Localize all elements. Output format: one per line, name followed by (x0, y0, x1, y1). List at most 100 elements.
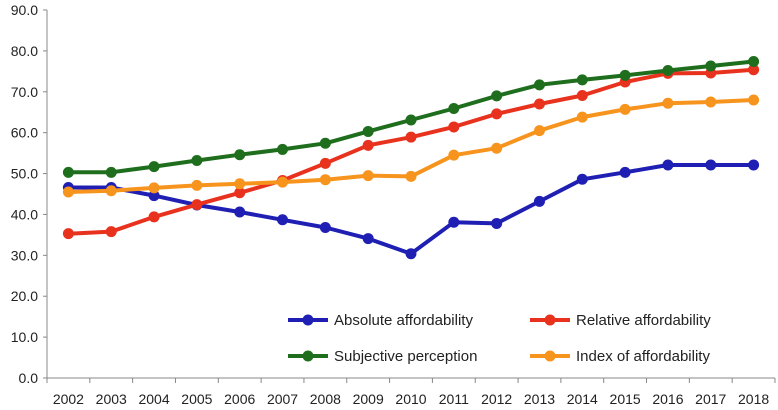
legend: Absolute affordability Relative affordabi… (288, 312, 711, 365)
y-tick-label: 70.0 (11, 84, 38, 100)
y-tick-label: 20.0 (11, 288, 38, 304)
data-point (662, 97, 674, 109)
legend-item: Index of affordability (530, 348, 710, 365)
data-point (533, 125, 545, 137)
y-tick-label: 50.0 (11, 166, 38, 182)
data-point (576, 74, 588, 86)
data-point (105, 226, 117, 238)
x-tick-label: 2004 (138, 391, 169, 407)
legend-label: Index of affordability (576, 348, 710, 365)
data-point (662, 159, 674, 171)
data-point (619, 166, 631, 178)
data-point (362, 125, 374, 137)
x-tick-label: 2007 (267, 391, 298, 407)
legend-item: Absolute affordability (288, 312, 473, 329)
data-point (705, 60, 717, 72)
data-point (491, 90, 503, 102)
data-point (405, 131, 417, 143)
data-point (533, 98, 545, 110)
data-point (533, 195, 545, 207)
data-point (619, 103, 631, 115)
data-point (362, 170, 374, 182)
data-point (105, 166, 117, 178)
data-point (748, 64, 760, 76)
data-point (277, 176, 289, 188)
legend-swatch-marker (302, 314, 314, 326)
data-point (576, 111, 588, 123)
series-index-of-affordability (62, 94, 760, 198)
legend-swatch-marker (544, 314, 556, 326)
data-point (362, 233, 374, 245)
data-point (234, 206, 246, 218)
x-tick-label: 2013 (524, 391, 555, 407)
series-line (66, 67, 756, 236)
data-point (448, 149, 460, 161)
data-point (277, 143, 289, 155)
data-point (62, 166, 74, 178)
series-layer (62, 56, 760, 260)
x-tick-label: 2011 (439, 391, 469, 407)
y-tick-label: 10.0 (11, 329, 38, 345)
legend-label: Absolute affordability (334, 312, 473, 329)
data-point (234, 178, 246, 190)
x-tick-label: 2017 (695, 391, 726, 407)
data-point (319, 222, 331, 234)
data-point (319, 137, 331, 149)
data-point (362, 139, 374, 151)
x-tick-label: 2008 (310, 391, 341, 407)
x-tick-label: 2014 (567, 391, 598, 407)
data-point (319, 157, 331, 169)
data-point (234, 187, 246, 199)
data-point (191, 199, 203, 211)
data-point (491, 108, 503, 120)
x-tick-label: 2005 (181, 391, 212, 407)
legend-label: Subjective perception (334, 348, 477, 365)
data-point (576, 89, 588, 101)
x-tick-label: 2006 (224, 391, 255, 407)
series-relative-affordability (62, 64, 760, 240)
data-point (105, 185, 117, 197)
data-point (448, 103, 460, 115)
series-subjective-perception (62, 56, 760, 178)
y-tick-label: 40.0 (11, 206, 38, 222)
series-absolute-affordability (62, 159, 760, 260)
data-point (576, 173, 588, 185)
data-point (62, 228, 74, 240)
data-point (533, 79, 545, 91)
data-point (148, 161, 160, 173)
data-point (705, 96, 717, 108)
y-tick-label: 30.0 (11, 247, 38, 263)
data-point (748, 159, 760, 171)
x-tick-label: 2009 (353, 391, 384, 407)
data-point (191, 179, 203, 191)
x-tick-label: 2016 (652, 391, 683, 407)
data-point (491, 217, 503, 229)
x-tick-label: 2012 (481, 391, 512, 407)
data-point (491, 142, 503, 154)
legend-label: Relative affordability (576, 312, 711, 329)
data-point (448, 121, 460, 133)
data-point (748, 56, 760, 68)
legend-item: Subjective perception (288, 348, 477, 365)
y-tick-label: 0.0 (19, 370, 39, 386)
data-point (748, 94, 760, 106)
data-point (319, 174, 331, 186)
x-tick-label: 2002 (53, 391, 84, 407)
legend-swatch-marker (302, 350, 314, 362)
data-point (405, 170, 417, 182)
data-point (405, 114, 417, 126)
data-point (62, 186, 74, 198)
data-point (148, 211, 160, 223)
data-point (191, 154, 203, 166)
data-point (148, 182, 160, 194)
data-point (405, 248, 417, 260)
x-tick-label: 2015 (610, 391, 641, 407)
axes: 0.0 10.0 20.0 30.0 40.0 50.0 60.0 70.0 80.0 90.0 2… (11, 2, 776, 407)
x-tick-label: 2018 (738, 391, 769, 407)
x-tick-label: 2010 (395, 391, 426, 407)
data-point (234, 149, 246, 161)
y-tick-label: 90.0 (11, 2, 38, 18)
legend-item: Relative affordability (530, 312, 711, 329)
